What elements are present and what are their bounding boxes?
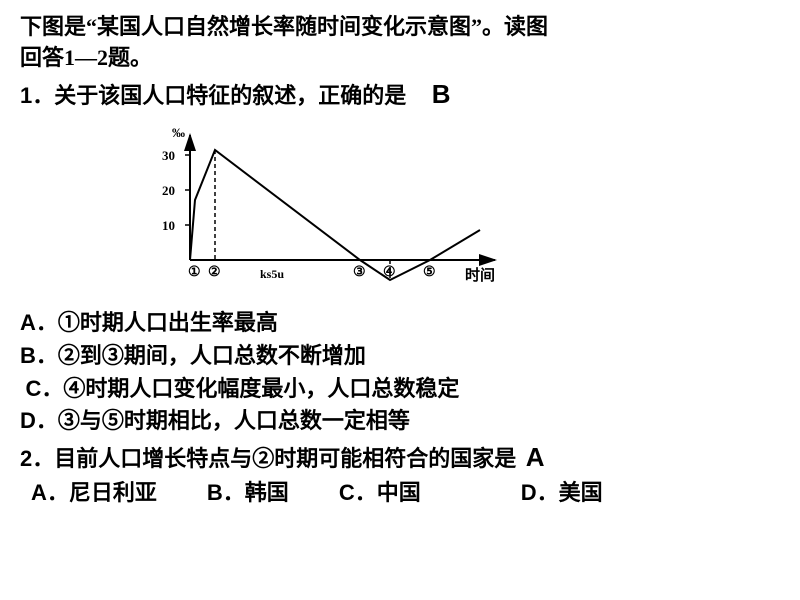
q2-option-a: A．尼日利亚: [20, 478, 157, 509]
q1-option-b: B．②到③期间，人口总数不断增加: [20, 341, 780, 372]
q1-option-d: D．③与⑤时期相比，人口总数一定相等: [20, 406, 780, 437]
q1-options: A．①时期人口出生率最高 B．②到③期间，人口总数不断增加 C．④时期人口变化幅…: [20, 308, 780, 437]
svg-text:ks5u: ks5u: [260, 267, 284, 281]
svg-text:①: ①: [188, 265, 201, 280]
svg-text:时间: 时间: [465, 266, 495, 284]
svg-text:10: 10: [162, 218, 175, 233]
svg-text:③: ③: [353, 265, 366, 280]
q1-number: 1: [20, 83, 32, 108]
intro-line-1: 下图是“某国人口自然增长率随时间变化示意图”。读图: [20, 12, 780, 43]
intro-line-2: 回答1—2题。: [20, 43, 780, 74]
q2-number: 2: [20, 446, 32, 471]
question-2: 2．目前人口增长特点与②时期可能相符合的国家是 A: [20, 439, 780, 475]
q1-option-c: C．④时期人口变化幅度最小，人口总数稳定: [20, 374, 780, 405]
svg-text:30: 30: [162, 148, 175, 163]
q1-text: ．关于该国人口特征的叙述，正确的是: [32, 83, 406, 108]
svg-text:‰: ‰: [172, 125, 185, 140]
q2-option-c: C．中国: [339, 478, 421, 509]
q2-option-d: D．美国: [521, 478, 603, 509]
svg-text:⑤: ⑤: [423, 265, 436, 280]
growth-chart: ‰时间102030①②③④⑤ks5u: [140, 120, 520, 300]
q1-answer: B: [432, 79, 451, 109]
q2-options: A．尼日利亚 B．韩国 C．中国 D．美国: [20, 478, 780, 509]
svg-text:②: ②: [208, 265, 221, 280]
q2-text: ．目前人口增长特点与②时期可能相符合的国家是: [32, 446, 516, 471]
q2-answer: A: [526, 442, 545, 472]
q2-option-b: B．韩国: [207, 478, 289, 509]
question-1: 1．关于该国人口特征的叙述，正确的是 B: [20, 76, 780, 112]
q1-option-a: A．①时期人口出生率最高: [20, 308, 780, 339]
svg-text:20: 20: [162, 183, 175, 198]
